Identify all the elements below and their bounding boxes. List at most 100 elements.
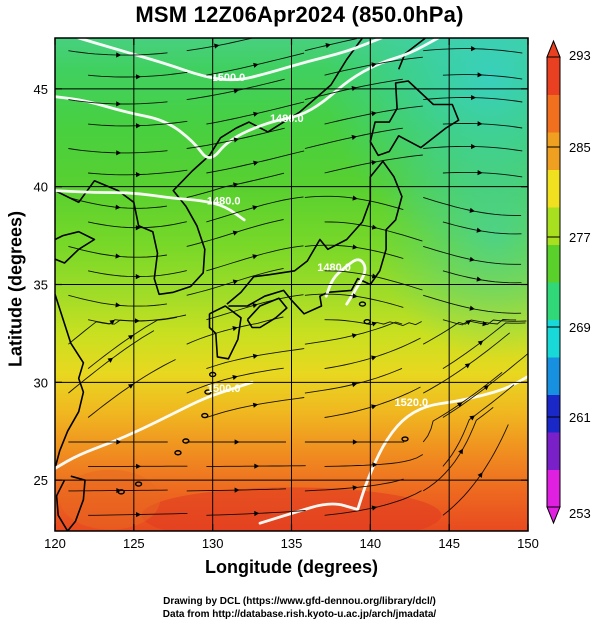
wind-arrow-69 <box>233 88 240 94</box>
drawing-credit: Drawing by DCL (https://www.gfd-dennou.o… <box>163 596 436 607</box>
wind-arrow-37 <box>232 279 239 285</box>
wind-arrow-75 <box>477 72 483 78</box>
wind-arrow-56 <box>135 172 142 178</box>
x-tick-label-150: 150 <box>517 536 539 551</box>
y-tick-label-25: 25 <box>34 473 48 488</box>
colorbar-segment-5 <box>547 282 560 320</box>
contour-1480-mid <box>55 189 246 222</box>
colorbar-label-285: 285 <box>569 140 591 155</box>
wind-arrow-62 <box>351 134 357 140</box>
wind-arrow-35 <box>482 321 488 327</box>
wind-arrow-64 <box>135 123 142 129</box>
wind-arrow-63 <box>471 143 477 150</box>
wind-arrow-36 <box>115 302 121 308</box>
wind-arrow-43 <box>476 276 482 282</box>
contour-1520-southeast <box>356 375 528 511</box>
china-korea-coast <box>55 38 364 296</box>
wind-arrow-8 <box>136 463 142 469</box>
wind-arrow-58 <box>371 160 377 166</box>
colorbar-segment-2 <box>547 394 560 433</box>
colorbar-segment-7 <box>547 207 560 245</box>
colorbar-segment-9 <box>547 132 560 170</box>
y-tick-label-40: 40 <box>34 180 48 195</box>
wind-arrow-71 <box>471 94 477 101</box>
shikoku-coast <box>246 297 288 329</box>
island-5 <box>401 436 409 442</box>
colorbar-segment-0 <box>547 469 560 508</box>
streamline-27 <box>442 322 526 369</box>
wind-arrow-77 <box>214 43 220 49</box>
wind-arrows <box>107 43 489 518</box>
page-title: MSM 12Z06Apr2024 (850.0hPa) <box>135 2 464 27</box>
wind-arrow-67 <box>477 121 483 127</box>
china-east-coast <box>55 294 85 469</box>
island-0 <box>174 450 182 456</box>
wind-arrow-17 <box>252 402 259 408</box>
x-tick-label-130: 130 <box>202 536 224 551</box>
wind-arrow-74 <box>371 62 377 68</box>
colorbar-label-261: 261 <box>569 410 591 425</box>
wind-arrow-24 <box>127 334 134 340</box>
contour-1480-north <box>55 38 440 159</box>
honshu-coast <box>226 160 403 315</box>
y-axis-label: Latitude (degrees) <box>5 210 26 368</box>
wind-arrow-61 <box>233 137 240 143</box>
x-tick-label-140: 140 <box>359 536 381 551</box>
wind-arrow-32 <box>134 318 140 324</box>
wind-arrow-38 <box>352 293 358 299</box>
wind-arrow-0 <box>136 511 142 518</box>
wind-arrow-16 <box>127 383 134 389</box>
colorbar-segment-4 <box>547 319 560 358</box>
shandong-coast <box>55 230 96 264</box>
island-4 <box>134 481 143 487</box>
contour-label-1: 1480.0 <box>270 113 304 125</box>
wind-arrow-33 <box>252 303 258 309</box>
contour-label-0: 1500.0 <box>212 72 246 84</box>
wind-arrow-18 <box>371 404 377 410</box>
wind-arrow-27 <box>477 340 484 346</box>
wind-arrow-44 <box>115 253 121 259</box>
colorbar-segment-8 <box>547 169 560 208</box>
hokkaido-coast <box>369 80 460 157</box>
colorbar-segment-10 <box>547 94 560 133</box>
wind-arrow-79 <box>471 46 477 52</box>
wind-arrow-23 <box>464 363 471 369</box>
contour-label-2: 1480.0 <box>207 195 241 207</box>
streamline-77 <box>186 38 253 52</box>
wind-arrow-76 <box>116 52 122 58</box>
data-source-credit: Data from http://database.rish.kyoto-u.a… <box>162 609 437 620</box>
contour-1500-south <box>55 380 254 470</box>
wind-arrow-20 <box>107 357 114 363</box>
wind-arrow-22 <box>351 382 358 388</box>
wind-arrow-57 <box>253 160 259 166</box>
wind-arrow-73 <box>253 62 259 68</box>
wind-arrow-12 <box>116 439 122 445</box>
wind-arrow-6 <box>352 485 358 491</box>
wind-arrow-68 <box>116 101 122 107</box>
x-tick-label-145: 145 <box>438 536 460 551</box>
y-tick-label-30: 30 <box>34 375 48 390</box>
island-2 <box>201 412 209 419</box>
wind-arrow-15 <box>456 402 463 408</box>
streamline-75 <box>442 74 523 80</box>
colorbar-segment-3 <box>547 357 560 395</box>
kyushu-shikoku-coast <box>208 305 242 360</box>
streamline-78 <box>304 38 358 52</box>
wind-arrow-54 <box>352 195 358 201</box>
contour-label-5: 1520.0 <box>394 397 428 409</box>
wind-arrow-14 <box>352 439 358 445</box>
x-axis-label: Longitude (degrees) <box>204 557 378 577</box>
colorbar-max-arrow <box>546 39 561 58</box>
x-tick-label-125: 125 <box>123 536 145 551</box>
wind-arrow-30 <box>351 333 358 339</box>
taiwan-coast <box>55 475 86 531</box>
wind-arrow-45 <box>232 230 239 236</box>
wind-arrow-29 <box>232 326 238 332</box>
wind-arrow-25 <box>252 353 259 359</box>
wind-arrow-66 <box>371 111 377 117</box>
contour-label-4: 1500.0 <box>207 383 241 395</box>
wind-arrow-13 <box>234 439 240 445</box>
contour-1500-north <box>77 38 383 82</box>
map-axes: 120 125 130 135 140 145 150 25 30 35 40 45 <box>34 37 539 551</box>
